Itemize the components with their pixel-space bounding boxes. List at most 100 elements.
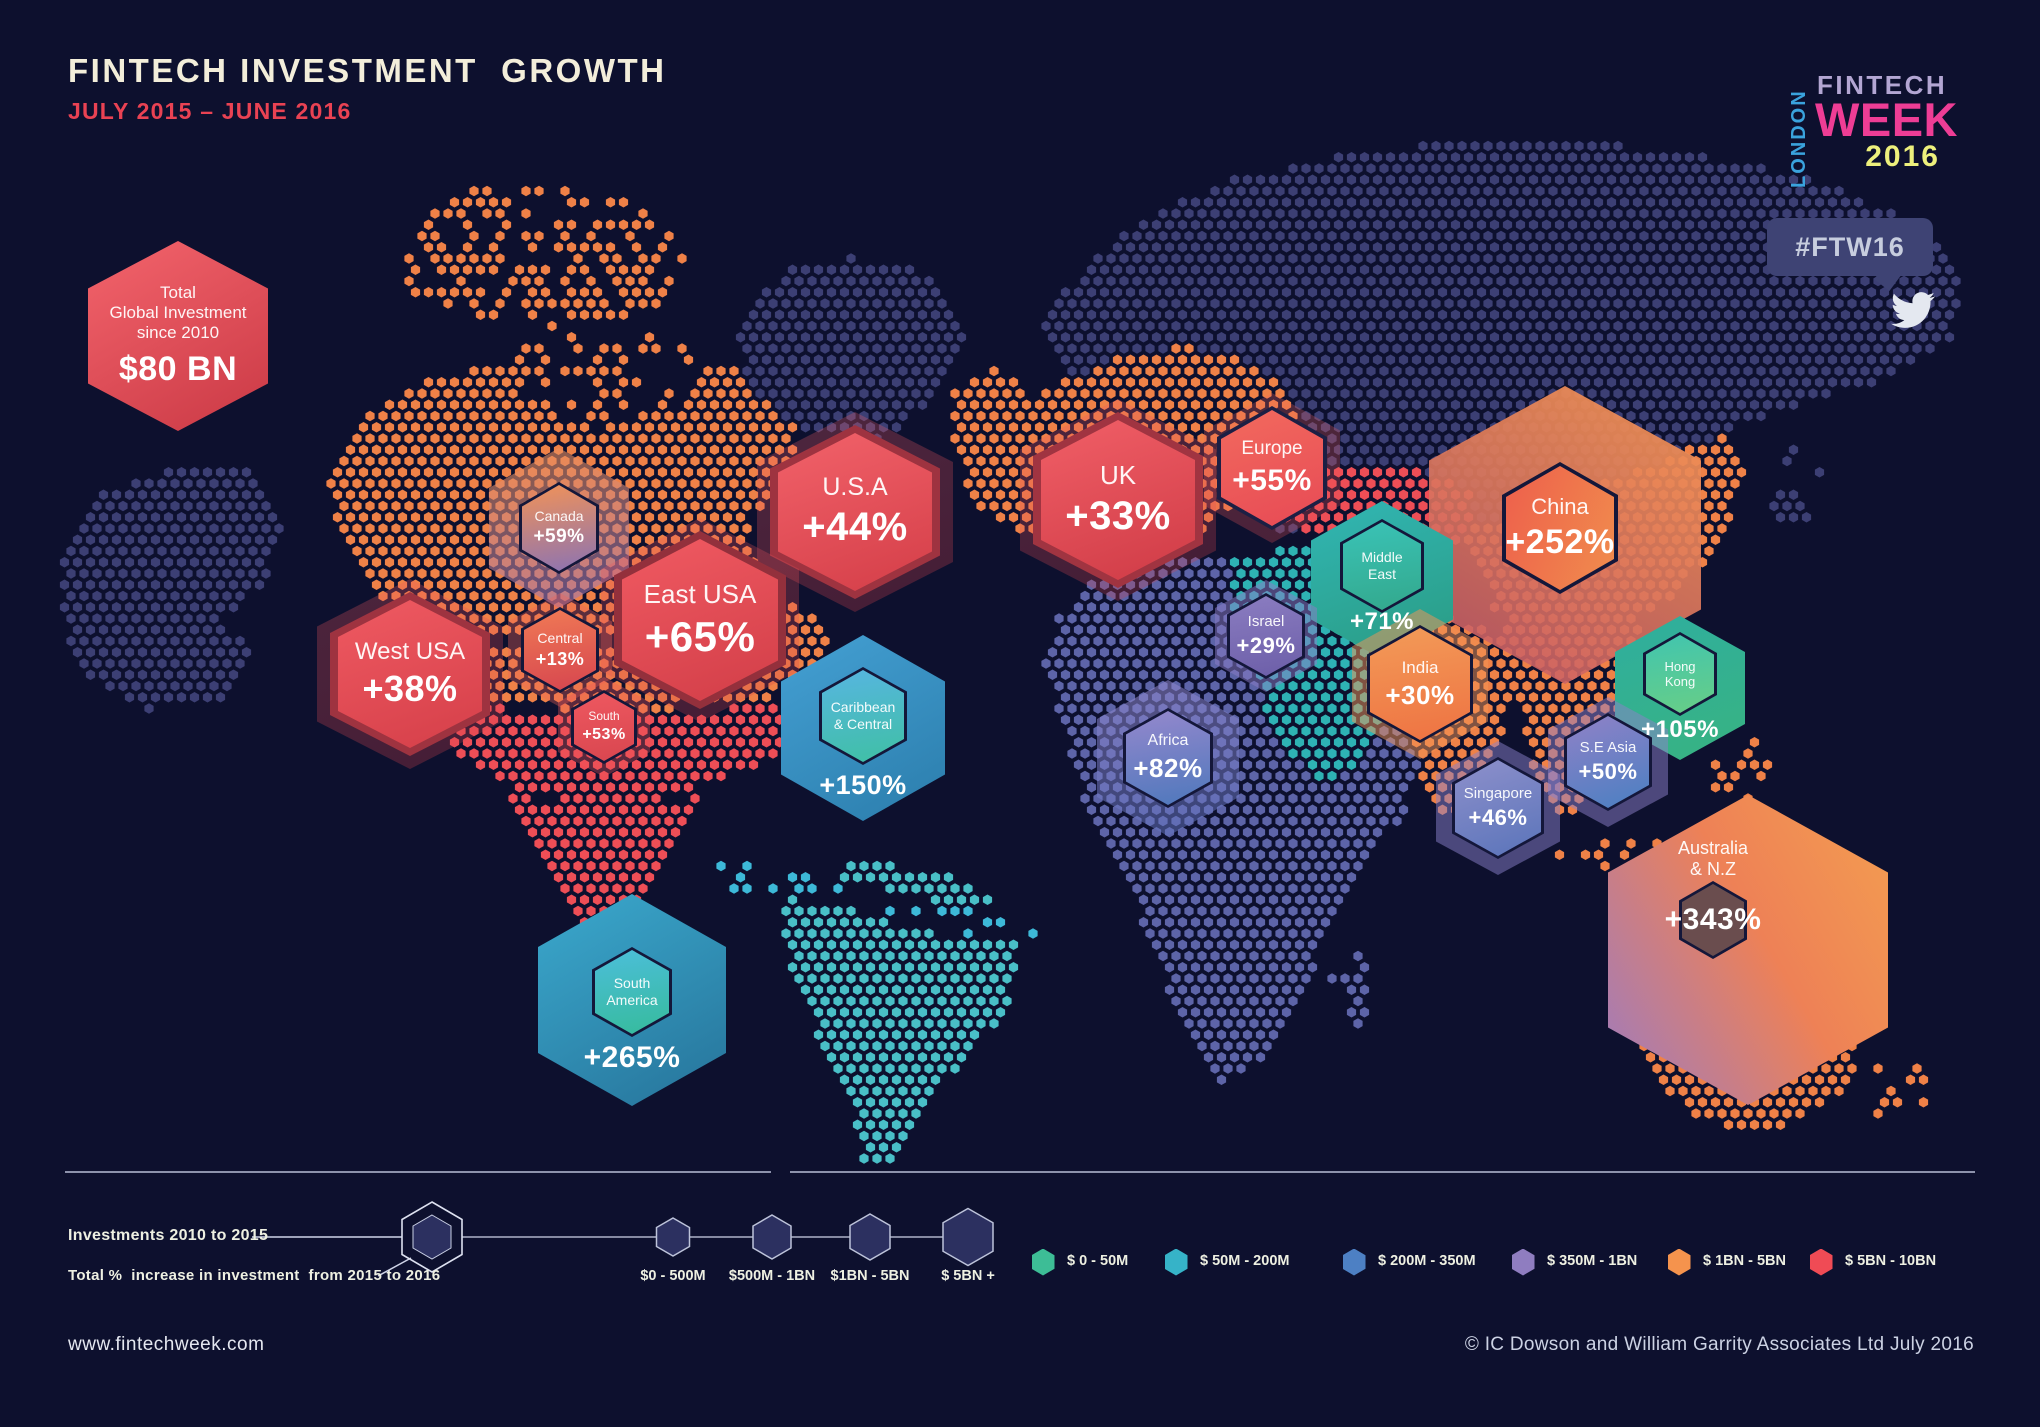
copyright-text: © IC Dowson and William Garrity Associat… [1464, 1334, 1974, 1355]
region-label: Central [537, 630, 583, 647]
region-value: +71% [1349, 607, 1415, 635]
region-value-box: +150% [753, 764, 973, 807]
page-subtitle: JULY 2015 – JUNE 2016 [68, 98, 352, 124]
region-label: India [1401, 657, 1439, 677]
region-text-canada: Canada +59% [449, 482, 669, 574]
region-text-uk: UK +33% [1008, 412, 1228, 588]
region-value: +150% [819, 770, 907, 801]
region-text-singapore: Singapore +46% [1388, 757, 1608, 859]
region-label: Canada [534, 507, 584, 524]
total-investment-text: Total Global Investment since 2010 $80 B… [68, 241, 288, 431]
color-legend-label: $ 1BN - 5BN [1703, 1253, 1786, 1269]
region-label: East [1367, 566, 1396, 582]
london-fintech-week-logo: LONDON FINTECH WEEK 2016 [1788, 70, 1958, 188]
color-legend-chip [1667, 1248, 1691, 1276]
total-line2: Global Investment [109, 302, 247, 322]
region-text-africa: Africa +82% [1058, 708, 1278, 808]
page-title: FINTECH INVESTMENT GROWTH [68, 52, 667, 89]
color-legend-chip [1164, 1248, 1188, 1276]
legend-note-increase: Total % increase in investment from 2015… [68, 1267, 441, 1284]
region-value: +343% [1664, 903, 1762, 937]
region-text-usa: U.S.A +44% [745, 425, 965, 599]
region-value: +82% [1133, 753, 1203, 784]
region-value-box: +105% [1570, 711, 1790, 749]
region-label: Middle [1361, 549, 1403, 566]
region-label: Africa [1147, 732, 1189, 750]
region-text-se_asia: S.E Asia +50% [1498, 713, 1718, 811]
region-text-hong_kong: Hong Kong [1570, 632, 1790, 716]
region-value: +29% [1236, 632, 1296, 658]
logo-year-text: 2016 [1865, 140, 1940, 173]
region-label: Australia [1677, 838, 1749, 859]
legend-note-investments: Investments 2010 to 2015 [68, 1227, 269, 1244]
region-text-middle_east: Middle East [1272, 519, 1492, 613]
color-legend-chip [1511, 1248, 1535, 1276]
size-legend-label: $0 - 500M [640, 1268, 706, 1284]
region-value: +53% [582, 725, 626, 743]
color-legend-label: $ 5BN - 10BN [1845, 1253, 1937, 1269]
region-label: Caribbean [830, 699, 896, 716]
color-legend-chip [1809, 1248, 1833, 1276]
region-value: +46% [1468, 804, 1528, 830]
region-label: West USA [354, 637, 466, 665]
region-label: UK [1099, 460, 1137, 491]
region-value: +44% [802, 505, 908, 550]
legend-divider-right [790, 1171, 1975, 1173]
region-value: +265% [583, 1041, 681, 1075]
region-label: Israel [1247, 613, 1285, 631]
logo-london-text: LONDON [1788, 89, 1810, 188]
region-label: Hong [1664, 658, 1696, 674]
region-label: South [613, 975, 651, 992]
region-text-central: Central +13% [450, 607, 670, 693]
color-legend-label: $ 350M - 1BN [1547, 1253, 1638, 1269]
region-label: East USA [643, 578, 757, 609]
region-label: S.E Asia [1579, 739, 1637, 757]
legend-divider-left [65, 1171, 771, 1173]
hashtag-badge: #FTW16 [1767, 218, 1933, 276]
total-line3: since 2010 [136, 322, 220, 342]
region-text-west_usa: West USA +38% [300, 592, 520, 756]
region-text-israel: Israel +29% [1156, 593, 1376, 679]
color-legend-label: $ 50M - 200M [1200, 1253, 1290, 1269]
region-value: +252% [1505, 522, 1615, 561]
region-value-box: +265% [522, 1034, 742, 1082]
region-text-australia: Australia & N.Z [1603, 836, 1823, 883]
size-legend-label: $1BN - 5BN [830, 1268, 910, 1284]
region-label: Kong [1664, 674, 1696, 689]
logo-week-text: WEEK [1815, 93, 1958, 146]
region-text-india: India +30% [1310, 625, 1530, 743]
region-text-south_america: South America [522, 947, 742, 1037]
region-value: +50% [1578, 758, 1638, 784]
logo-fintech-text: FINTECH [1817, 70, 1948, 100]
region-value: +30% [1385, 679, 1455, 710]
total-value: $80 BN [118, 350, 238, 389]
region-text-china: China +252% [1450, 462, 1670, 594]
region-label: U.S.A [822, 472, 888, 501]
region-value: +13% [535, 648, 585, 669]
region-value: +59% [533, 526, 585, 548]
region-value: +105% [1641, 715, 1719, 743]
region-value-box: +71% [1272, 603, 1492, 641]
size-legend-graphic [252, 1201, 994, 1277]
twitter-icon[interactable] [1886, 288, 1940, 332]
color-legend-chip [1031, 1248, 1055, 1276]
region-value-box: +343% [1603, 896, 1823, 944]
region-label: China [1531, 493, 1589, 519]
region-label: & N.Z [1689, 859, 1736, 880]
region-label: Singapore [1463, 785, 1533, 803]
region-label: America [606, 992, 658, 1008]
website-link[interactable]: www.fintechweek.com [68, 1334, 265, 1355]
region-value: +33% [1065, 493, 1171, 538]
region-label: & Central [833, 716, 893, 732]
size-legend-label: $ 5BN + [941, 1268, 995, 1284]
region-text-europe: Europe +55% [1162, 406, 1382, 530]
region-value: +55% [1232, 463, 1312, 497]
region-label: South [588, 709, 620, 724]
size-legend-label: $500M - 1BN [728, 1268, 816, 1284]
region-value: +65% [644, 612, 756, 660]
region-label: Europe [1241, 438, 1303, 460]
color-legend-label: $ 200M - 350M [1378, 1253, 1476, 1269]
region-text-caribbean: Caribbean & Central [753, 667, 973, 765]
region-text-south: South +53% [494, 690, 714, 764]
